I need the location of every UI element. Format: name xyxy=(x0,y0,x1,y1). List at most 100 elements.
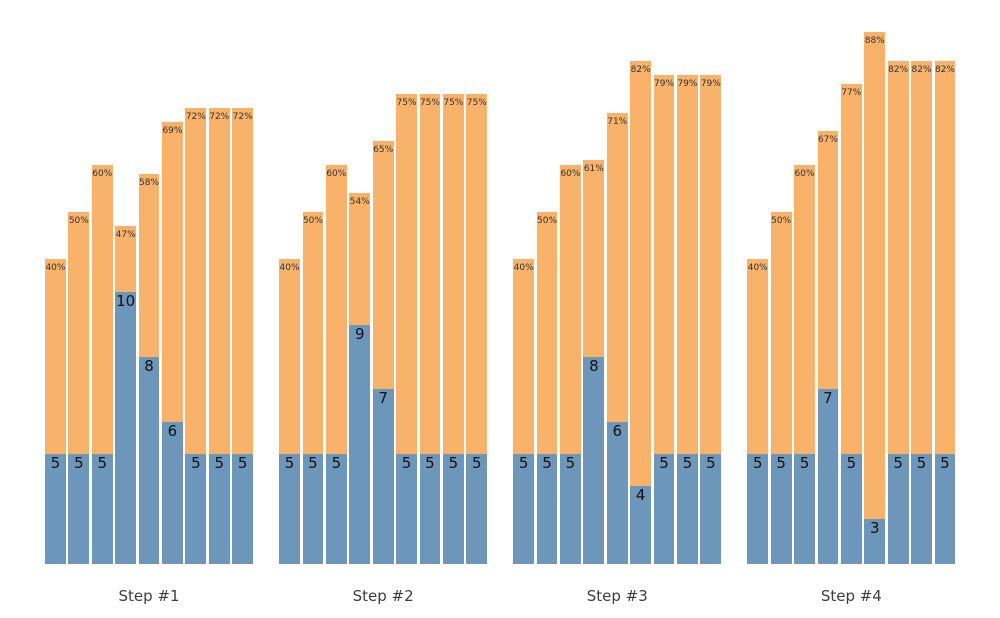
bar-percent-label: 79% xyxy=(654,78,675,89)
bar-value-label: 6 xyxy=(167,421,178,440)
group-label: Step #3 xyxy=(586,587,648,605)
bar-percent-label: 40% xyxy=(45,262,66,273)
bar-percent-label: 82% xyxy=(911,64,932,75)
bar-percent-label: 50% xyxy=(302,215,323,226)
bar-percent-label: 54% xyxy=(349,196,370,207)
bar-percent-label: 75% xyxy=(443,97,464,108)
bar-value-label: 5 xyxy=(448,454,459,473)
bar-percent-label: 40% xyxy=(747,262,768,273)
bar-base-segment xyxy=(700,454,722,564)
bar-base-segment xyxy=(513,454,535,564)
bar-percent-label: 60% xyxy=(326,168,347,179)
bar-value-label: 5 xyxy=(425,454,435,473)
bar-value-label: 5 xyxy=(191,454,201,473)
bar-value-label: 5 xyxy=(776,454,786,473)
bar-percent-label: 69% xyxy=(162,126,183,137)
bar-base-segment xyxy=(911,454,932,564)
bar-percent-label: 88% xyxy=(864,36,885,47)
bar-base-segment xyxy=(630,486,652,564)
bar-value-label: 6 xyxy=(612,421,623,440)
bar-value-label: 5 xyxy=(846,454,857,473)
bar-total-segment xyxy=(630,60,652,564)
bar-percent-label: 75% xyxy=(396,97,417,108)
bar-base-segment xyxy=(770,454,792,564)
bar-total-segment xyxy=(208,107,230,564)
bar-base-segment xyxy=(794,454,815,564)
bar-percent-label: 72% xyxy=(232,111,253,122)
bar-value-label: 9 xyxy=(354,324,365,343)
bar-total-segment xyxy=(442,93,464,564)
bar-value-label: 8 xyxy=(144,357,154,376)
bar-base-segment xyxy=(677,454,698,564)
bar-base-segment xyxy=(466,454,488,564)
bar-base-segment xyxy=(934,454,956,564)
bar-value-label: 7 xyxy=(378,389,388,408)
bar-base-segment xyxy=(68,454,90,564)
bar-base-segment xyxy=(279,454,300,564)
bar-base-segment xyxy=(162,421,183,564)
bar-value-label: 5 xyxy=(518,454,529,473)
bar-value-label: 5 xyxy=(74,454,84,473)
bar-total-segment xyxy=(864,32,886,564)
bar-value-label: 5 xyxy=(97,454,108,473)
bar-base-segment xyxy=(747,454,769,564)
bar-value-label: 10 xyxy=(116,292,136,311)
bar-base-segment xyxy=(302,454,324,564)
bar-base-segment xyxy=(560,454,581,564)
bar-base-segment xyxy=(606,421,628,564)
bar-percent-label: 60% xyxy=(560,168,581,179)
bar-value-label: 5 xyxy=(542,454,552,473)
bar-percent-label: 72% xyxy=(185,111,206,122)
bar-percent-label: 82% xyxy=(934,64,955,75)
bar-total-segment xyxy=(840,84,862,564)
bar-base-segment xyxy=(232,454,254,564)
bar-base-segment xyxy=(583,357,605,564)
bar-base-segment xyxy=(442,454,464,564)
bar-percent-label: 79% xyxy=(677,78,698,89)
bar-percent-label: 47% xyxy=(115,229,136,240)
bar-total-segment xyxy=(466,93,488,564)
bar-percent-label: 79% xyxy=(700,78,721,89)
bar-value-label: 5 xyxy=(752,454,763,473)
bar-base-segment xyxy=(91,454,113,564)
bar-value-label: 8 xyxy=(589,357,599,376)
bar-base-segment xyxy=(349,324,371,564)
bar-total-segment xyxy=(419,93,441,564)
bar-base-segment xyxy=(115,292,137,564)
bar-value-label: 5 xyxy=(401,454,412,473)
bar-total-segment xyxy=(396,93,417,564)
bar-value-label: 5 xyxy=(284,454,295,473)
bar-base-segment xyxy=(887,454,909,564)
bar-base-segment xyxy=(45,454,66,564)
bar-base-segment xyxy=(396,454,417,564)
bar-base-segment xyxy=(419,454,441,564)
bar-percent-label: 71% xyxy=(607,116,628,127)
bar-percent-label: 50% xyxy=(68,215,89,226)
bar-total-segment xyxy=(887,60,909,564)
bar-percent-label: 72% xyxy=(209,111,230,122)
group-label: Step #1 xyxy=(118,587,180,605)
group-label: Step #4 xyxy=(820,587,882,605)
bar-percent-label: 60% xyxy=(92,168,113,179)
bar-base-segment xyxy=(138,357,160,564)
bar-value-label: 5 xyxy=(659,454,669,473)
bar-value-label: 5 xyxy=(331,454,342,473)
bar-percent-label: 50% xyxy=(771,215,792,226)
bar-value-label: 5 xyxy=(682,454,693,473)
bar-base-segment xyxy=(653,454,675,564)
bar-value-label: 4 xyxy=(635,486,646,505)
bar-value-label: 3 xyxy=(869,518,880,537)
bar-value-label: 5 xyxy=(237,454,248,473)
bar-total-segment xyxy=(185,107,207,564)
bar-percent-label: 75% xyxy=(466,97,487,108)
bar-total-segment xyxy=(911,60,932,564)
bar-total-segment xyxy=(232,107,254,564)
bar-percent-label: 75% xyxy=(419,97,440,108)
bar-base-segment xyxy=(817,389,839,564)
bar-percent-label: 60% xyxy=(794,168,815,179)
bar-value-label: 5 xyxy=(471,454,482,473)
bar-base-segment xyxy=(864,518,886,564)
bar-value-label: 5 xyxy=(940,454,950,473)
bar-value-label: 5 xyxy=(706,454,716,473)
bar-base-segment xyxy=(840,454,862,564)
